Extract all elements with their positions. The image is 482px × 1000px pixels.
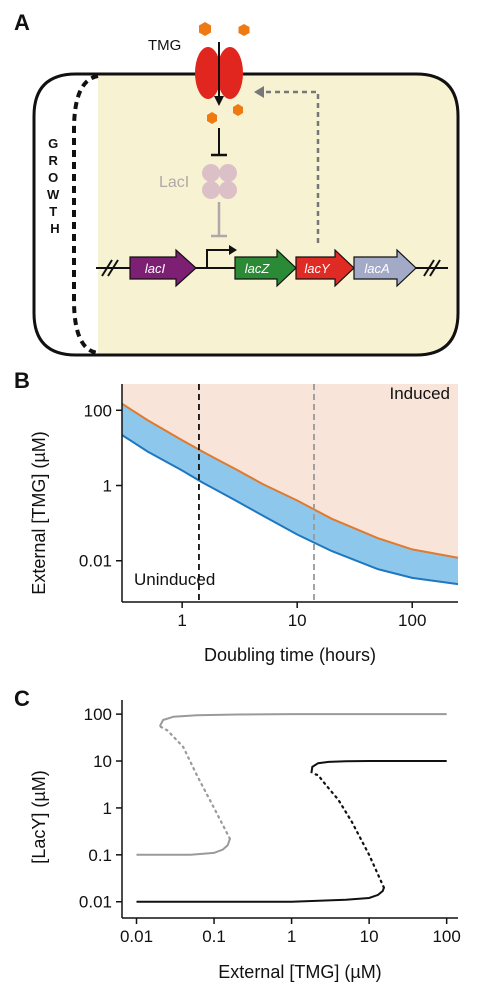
laci-protein-label: LacI — [159, 174, 189, 191]
bistable-region — [122, 403, 458, 585]
chart-b: 1 10 100 0.01 1 100 Induced Uninduced Doubling t… — [29, 384, 458, 665]
gene-lacz-label: lacZ — [245, 261, 271, 276]
chart-c-y-tick-label: 10 — [93, 752, 112, 771]
uninduced-region-label: Uninduced — [134, 570, 215, 589]
gene-laca-label: lacA — [364, 261, 389, 276]
chart-b-y-tick-label: 1 — [103, 477, 112, 496]
import-arrowhead — [214, 96, 224, 106]
growth-letter: H — [50, 221, 59, 236]
panel-c: C 0.01 0.1 1 10 100 0.01 0.1 1 10 100 External [TM… — [14, 686, 461, 982]
growth-letter: O — [48, 170, 58, 185]
growth-letter: G — [48, 136, 58, 151]
lacy-transporter-left — [195, 47, 221, 99]
cell-old-pole — [32, 72, 98, 357]
chart-b-y-tick-label: 100 — [84, 401, 112, 420]
lacy-transporter-right — [217, 47, 243, 99]
tmg-molecule-icon — [207, 112, 217, 124]
growth-letter: W — [47, 187, 60, 202]
laci-subunit — [202, 164, 220, 182]
gene-laca: lacA — [353, 248, 417, 288]
induced-region — [122, 384, 458, 558]
tmg-molecule-icon — [199, 22, 211, 36]
panel-c-label: C — [14, 686, 30, 711]
panel-a-label: A — [14, 10, 30, 35]
chart-c-y-tick-label: 0.1 — [88, 846, 112, 865]
curve-gray-low-branch — [136, 838, 231, 856]
laci-subunit — [202, 181, 220, 199]
chart-c-y-tick-label: 0.01 — [79, 893, 112, 912]
growth-label: G R O W T H — [47, 136, 63, 236]
curve-black-high-branch — [310, 760, 447, 774]
chart-b-x-axis-label: Doubling time (hours) — [204, 645, 376, 665]
cell-membrane — [98, 72, 460, 357]
dna-break-left — [101, 259, 113, 277]
chart-b-plot-area — [122, 384, 458, 602]
tmg-label: TMG — [148, 37, 181, 54]
gene-lacy: lacY — [295, 248, 355, 288]
chart-c-x-tick-label: 10 — [360, 927, 379, 946]
gene-lacz: lacZ — [234, 248, 297, 288]
laci-subunit — [219, 181, 237, 199]
tmg-molecule-icon — [238, 24, 250, 36]
growth-letter: R — [48, 153, 58, 168]
curve-gray-unstable-branch — [158, 725, 231, 840]
chart-b-x-tick-label: 10 — [288, 611, 307, 630]
dna-break-right — [423, 259, 435, 277]
growth-letter: T — [49, 204, 57, 219]
cell-outline — [72, 74, 458, 355]
panel-b-label: B — [14, 368, 30, 393]
promoter-arrow — [206, 249, 230, 268]
chart-c: 0.01 0.1 1 10 100 0.01 0.1 1 10 100 External [TMG]… — [29, 700, 461, 982]
growth-boundary — [72, 74, 99, 355]
uninduction-threshold-line — [122, 434, 458, 586]
chart-b-y-tick-label: 0.01 — [79, 552, 112, 571]
gene-laci-label: lacI — [145, 261, 166, 276]
feedback-arrowhead — [254, 86, 264, 98]
chart-c-x-tick-label: 100 — [432, 927, 460, 946]
gene-lacy-label: lacY — [304, 261, 331, 276]
curve-gray-high-branch — [158, 713, 447, 727]
tmg-molecule-icon — [233, 104, 243, 116]
chart-c-y-axis-label: [LacY] (µM) — [29, 770, 49, 863]
curve-black-unstable-branch — [310, 772, 385, 889]
promoter-arrowhead — [229, 245, 237, 255]
laci-subunit — [219, 164, 237, 182]
dna-break-right — [429, 259, 441, 277]
chart-c-x-axis-label: External [TMG] (µM) — [218, 962, 381, 982]
panel-a: A G R O W T H TMG LacI — [14, 10, 460, 357]
chart-b-x-tick-label: 1 — [177, 611, 186, 630]
chart-c-x-tick-label: 0.1 — [202, 927, 226, 946]
chart-c-y-tick-label: 100 — [84, 705, 112, 724]
gene-laci: lacI — [129, 248, 197, 288]
chart-c-x-tick-label: 1 — [287, 927, 296, 946]
chart-c-x-tick-label: 0.01 — [120, 927, 153, 946]
chart-b-y-axis-label: External [TMG] (µM) — [29, 431, 49, 594]
dna-break-left — [107, 259, 119, 277]
induction-threshold-line — [122, 402, 458, 559]
chart-c-y-tick-label: 1 — [103, 799, 112, 818]
induced-region-label: Induced — [390, 384, 451, 403]
chart-b-x-tick-label: 100 — [398, 611, 426, 630]
panel-b: B 1 10 100 0.01 1 100 Induced Uninduced Doubling… — [14, 368, 458, 665]
curve-black-low-branch — [136, 887, 385, 903]
